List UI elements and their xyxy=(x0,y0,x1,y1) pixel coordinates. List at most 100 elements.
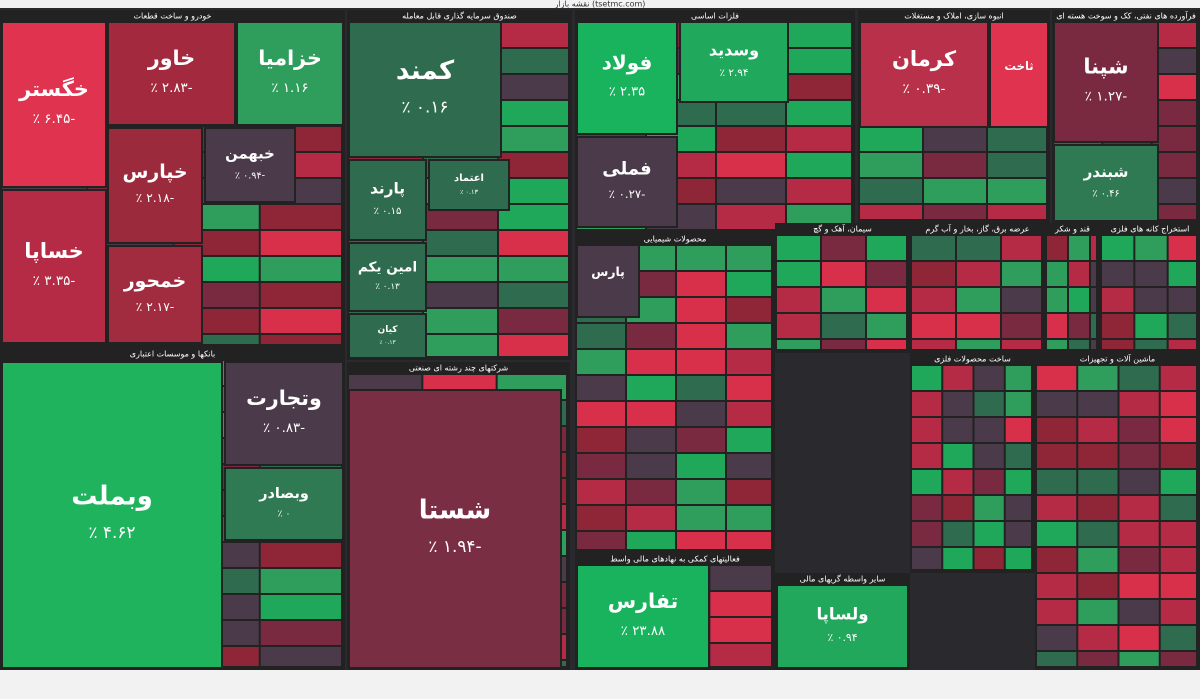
filler-tile xyxy=(677,428,725,452)
filler-tile xyxy=(1037,496,1077,520)
filler-tile xyxy=(1091,262,1096,286)
filler-tile xyxy=(787,23,851,47)
filler-tile xyxy=(727,506,771,530)
filler-tile xyxy=(924,153,986,177)
filler-tile xyxy=(1152,127,1196,151)
filler-tile xyxy=(677,480,725,504)
filler-tile xyxy=(677,402,725,426)
filler-tile xyxy=(860,127,922,151)
filler-tile xyxy=(1119,366,1159,390)
stock-tile xyxy=(107,245,203,344)
filler-tile xyxy=(777,262,820,286)
filler-tile xyxy=(727,272,771,296)
filler-tile xyxy=(957,236,1000,260)
filler-tile xyxy=(1135,236,1167,260)
sector-label: سایر واسطه گریهای مالی xyxy=(800,574,886,584)
filler-tile xyxy=(912,522,942,546)
filler-tile xyxy=(1160,548,1196,572)
filler-tile xyxy=(1160,600,1196,624)
stock-tile xyxy=(348,21,502,158)
stock-change: -۲.۱۷ ٪ xyxy=(136,300,174,314)
stock-tile xyxy=(428,159,510,211)
filler-tile xyxy=(677,298,725,322)
filler-tile xyxy=(1005,392,1031,416)
filler-tile xyxy=(974,548,1004,569)
stock-change: -۱.۹۴ ٪ xyxy=(428,536,481,556)
filler-tile xyxy=(787,49,851,73)
filler-tile xyxy=(1135,262,1167,286)
filler-tile xyxy=(1047,288,1067,312)
stock-change: ۰.۱۳ ٪ xyxy=(375,282,400,292)
stock-tile xyxy=(348,242,427,312)
stock-tile xyxy=(204,127,296,203)
sector-label: خودرو و ساخت قطعات xyxy=(133,12,211,21)
filler-tile xyxy=(912,366,942,390)
filler-tile xyxy=(627,454,675,478)
filler-tile xyxy=(577,428,625,452)
filler-tile xyxy=(943,418,973,442)
filler-tile xyxy=(957,314,1000,338)
stock-name: فولاد xyxy=(602,51,653,75)
stock-tile xyxy=(1,189,107,344)
filler-tile xyxy=(988,127,1046,151)
filler-tile xyxy=(717,205,785,229)
filler-tile xyxy=(1037,574,1077,598)
sector-label: استخراج کانه های فلزی xyxy=(1111,225,1190,234)
stock-tile xyxy=(348,159,427,241)
stock-name: تفارس xyxy=(608,589,679,613)
filler-tile xyxy=(1152,153,1196,177)
stock-tile xyxy=(989,21,1049,128)
sector-label: بانکها و موسسات اعتباری xyxy=(130,350,216,359)
filler-tile xyxy=(974,418,1004,442)
filler-tile xyxy=(787,153,851,177)
filler-tile xyxy=(627,506,675,530)
filler-tile xyxy=(912,314,955,338)
filler-tile xyxy=(499,257,568,281)
filler-tile xyxy=(1037,548,1077,572)
filler-tile xyxy=(577,324,625,348)
stock-change: ۰.۱۶ ٪ xyxy=(401,97,448,117)
filler-tile xyxy=(860,153,922,177)
filler-tile xyxy=(1005,418,1031,442)
filler-tile xyxy=(677,506,725,530)
stock-change: -۰.۹۴ ٪ xyxy=(235,170,265,181)
filler-tile xyxy=(1152,205,1196,219)
filler-tile xyxy=(822,340,865,349)
sector-label: فعالیتهای کمکی به نهادهای مالی واسط xyxy=(610,555,740,564)
stock-tile xyxy=(107,21,236,126)
stock-name: کیان xyxy=(378,325,399,335)
filler-tile xyxy=(717,153,785,177)
filler-tile xyxy=(727,376,771,400)
stock-tile xyxy=(576,136,678,228)
filler-tile xyxy=(710,644,771,666)
filler-tile xyxy=(822,262,865,286)
filler-tile xyxy=(1168,314,1196,338)
filler-tile xyxy=(1135,340,1167,349)
filler-tile xyxy=(260,257,341,281)
filler-tile xyxy=(957,340,1000,349)
filler-tile xyxy=(912,340,955,349)
filler-tile xyxy=(1119,574,1159,598)
stock-change: ۰.۱۵ ٪ xyxy=(374,206,402,217)
filler-tile xyxy=(1005,548,1031,569)
filler-tile xyxy=(727,246,771,270)
stock-change: ۴.۶۲ ٪ xyxy=(88,522,135,542)
filler-tile xyxy=(1135,288,1167,312)
filler-tile xyxy=(499,231,568,255)
filler-tile xyxy=(1005,366,1031,390)
filler-tile xyxy=(867,288,906,312)
stock-tile xyxy=(679,21,789,103)
filler-tile xyxy=(727,350,771,374)
filler-tile xyxy=(974,496,1004,520)
stock-name: خساپا xyxy=(24,239,84,263)
filler-tile xyxy=(1119,626,1159,650)
filler-tile xyxy=(860,205,922,219)
filler-tile xyxy=(1037,444,1077,468)
filler-tile xyxy=(1102,340,1134,349)
filler-tile xyxy=(1152,23,1196,47)
stock-name: کرمان xyxy=(892,47,957,71)
filler-tile xyxy=(627,428,675,452)
filler-tile xyxy=(974,392,1004,416)
stock-tile xyxy=(776,584,909,669)
